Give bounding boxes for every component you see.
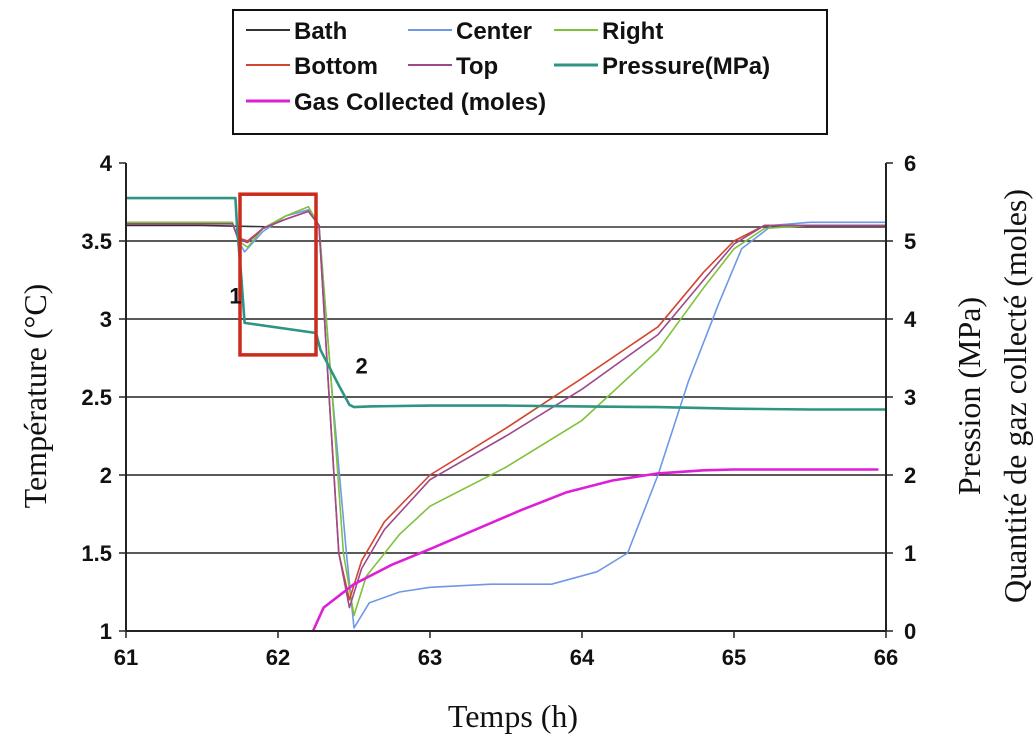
x-tick-label: 64 [570,645,595,670]
y2-axis-title-line1: Pression (MPa) [951,297,987,495]
y-tick-label: 4 [100,151,113,176]
y2-tick-label: 6 [904,151,916,176]
series-line-gas-collected-moles [311,468,879,632]
x-tick-label: 62 [266,645,290,670]
series-line-center [126,209,886,629]
legend-label-gas: Gas Collected (moles) [294,89,546,116]
y-tick-label: 2.5 [81,385,112,410]
y-axis-title: Température (°C) [17,284,53,509]
highlight-box [238,192,318,357]
series-line-right [126,205,886,617]
legend-label-top: Top [456,53,498,80]
plot-frame [119,162,893,638]
series-line-bath [126,224,886,228]
x-tick-label: 61 [114,645,138,670]
legend: Bath Center Right Bottom Top Pressure(MP… [232,9,828,135]
legend-label-center: Center [456,18,532,45]
x-tick-label: 63 [418,645,442,670]
annotation-label: 1 [229,283,241,308]
y2-tick-label: 1 [904,541,916,566]
x-axis-title: Temps (h) [448,698,578,734]
y-tick-label: 1.5 [81,541,112,566]
y-tick-label: 2 [100,463,112,488]
series-line-top [126,210,886,609]
x-tick-label: 65 [722,645,746,670]
annotation-label: 2 [355,354,367,379]
y2-tick-label: 0 [904,619,916,644]
x-tick-label: 66 [874,645,898,670]
legend-label-bath: Bath [294,18,347,45]
y-tick-label: 1 [100,619,112,644]
legend-label-pressure: Pressure(MPa) [602,53,770,80]
legend-label-bottom: Bottom [294,53,378,80]
annotations: 12 [229,283,367,378]
highlight-layer [238,192,318,357]
y2-tick-label: 2 [904,463,916,488]
y2-axis-title-line2: Quantité de gaz collecté (moles) [997,189,1033,603]
y-tick-label: 3 [100,307,112,332]
legend-label-right: Right [602,18,663,45]
y-tick-label: 3.5 [81,229,112,254]
y2-tick-label: 5 [904,229,916,254]
legend-frame [232,9,828,135]
y2-tick-label: 4 [904,307,917,332]
y2-tick-label: 3 [904,385,916,410]
